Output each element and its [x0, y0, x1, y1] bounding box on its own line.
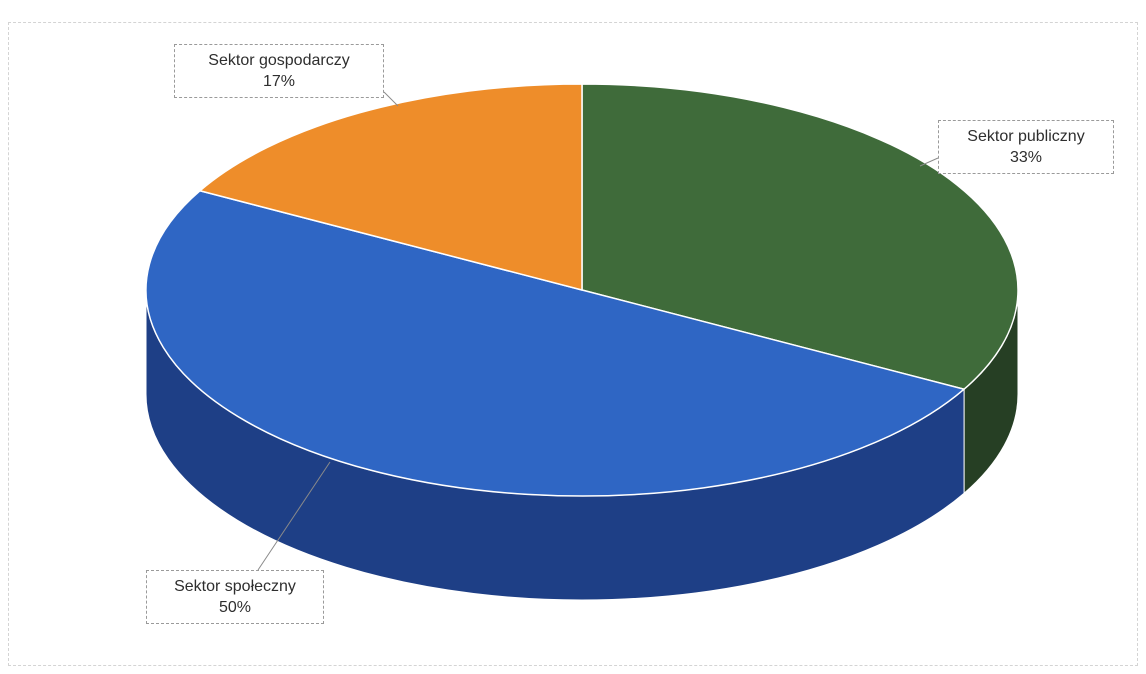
- callout-sektor-publiczny: Sektor publiczny 33%: [938, 120, 1114, 174]
- pie-slices-group: [145, 83, 1019, 497]
- slice-value-sektor-gospodarczy: 17%: [262, 73, 296, 90]
- slice-label-sektor-spoleczny: Sektor społeczny: [174, 578, 296, 595]
- callout-leaders-group: [257, 91, 939, 571]
- slice-label-sektor-gospodarczy: Sektor gospodarczy: [208, 52, 350, 69]
- slice-value-sektor-publiczny: 33%: [1009, 149, 1043, 166]
- leader-line-sektor-spoleczny: [257, 461, 331, 571]
- callout-sektor-gospodarczy: Sektor gospodarczy 17%: [174, 44, 384, 98]
- chart-frame: [8, 22, 1138, 666]
- callout-sektor-spoleczny: Sektor społeczny 50%: [146, 570, 324, 624]
- slice-label-sektor-publiczny: Sektor publiczny: [967, 128, 1085, 145]
- leader-line-sektor-publiczny: [919, 157, 939, 167]
- slice-sektor-publiczny: [581, 83, 1019, 390]
- leader-line-sektor-gospodarczy: [383, 91, 399, 107]
- slice-sektor-spoleczny: [145, 190, 965, 497]
- slice-sektor-gospodarczy: [199, 83, 583, 291]
- slice-value-sektor-spoleczny: 50%: [218, 599, 252, 616]
